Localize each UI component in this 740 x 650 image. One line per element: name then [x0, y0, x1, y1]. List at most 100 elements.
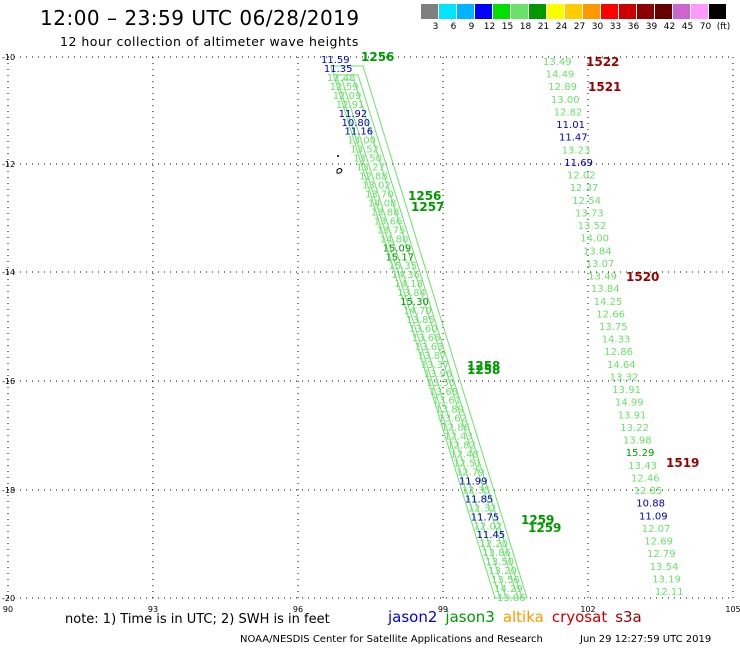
- legend-swatch: [457, 4, 474, 19]
- source-jason3: jason3: [445, 608, 495, 626]
- legend-swatch: [421, 4, 438, 19]
- wave-height-label: 13.84: [397, 288, 426, 299]
- pass-time-label: 1256: [408, 189, 441, 203]
- legend-label: 15: [501, 22, 514, 32]
- legend-label: 6: [450, 22, 457, 32]
- legend-swatch: [511, 4, 528, 19]
- longitude-label: 93: [148, 605, 158, 614]
- wave-height-label: 14.18: [394, 279, 423, 290]
- wave-height-label: 14.99: [615, 398, 644, 409]
- legend-swatch: [493, 4, 510, 19]
- wave-height-label: 12.82: [554, 108, 583, 119]
- longitude-label: 90: [3, 605, 13, 614]
- wave-height-label: 14.70: [403, 306, 432, 317]
- longitude-label: 105: [725, 605, 740, 614]
- wave-height-label: 12.54: [572, 196, 601, 207]
- legend-label: 12: [483, 22, 496, 32]
- legend-label: 3: [432, 22, 439, 32]
- wave-height-label: 12.88: [359, 172, 388, 183]
- wave-height-label: 13.06: [497, 593, 526, 604]
- map-grid: [7, 56, 734, 599]
- legend-label: 45: [681, 22, 694, 32]
- wave-height-label: 15.35: [389, 261, 418, 272]
- wave-height-label: 13.00: [347, 136, 376, 147]
- latitude-label: -12: [2, 160, 15, 169]
- wave-height-label: 11.01: [556, 120, 585, 131]
- wave-height-label: 13.61: [433, 396, 462, 407]
- swath-left-outer: [330, 65, 528, 599]
- wave-height-label: 14.08: [368, 199, 397, 210]
- wave-height-label: 13.54: [650, 562, 679, 573]
- wave-height-label: 13.68: [430, 387, 459, 398]
- wave-height-label: 13.91: [618, 410, 647, 421]
- legend-swatch: [529, 4, 546, 19]
- source-s3a: s3a: [615, 608, 642, 626]
- satellite-sources: jason2 jason3 altika cryosat s3a: [388, 608, 650, 626]
- wave-height-label: 10.80: [342, 118, 371, 129]
- wave-height-label: 14.25: [594, 297, 623, 308]
- wave-height-label: 13.43: [628, 461, 657, 472]
- axis-labels: 90 93 96 99 102 105 -10 -12 -14 -16 -18 -20: [2, 53, 740, 614]
- legend-swatch: [619, 4, 636, 19]
- latitude-label: -14: [2, 268, 15, 277]
- longitude-label: 99: [438, 605, 448, 614]
- wave-height-label: 12.07: [642, 524, 671, 535]
- wave-height-label: 13.91: [612, 385, 641, 396]
- legend-label: 42: [663, 22, 676, 32]
- wave-height-label: 13.20: [488, 566, 517, 577]
- wave-height-label: 12.91: [336, 100, 365, 111]
- pass-time-label: 1257: [411, 200, 444, 214]
- wave-height-label: 13.49: [543, 57, 572, 68]
- wave-height-label: 11.85: [465, 494, 494, 505]
- wave-height-label: 14.64: [607, 360, 636, 371]
- wave-height-label: 12.79: [647, 549, 676, 560]
- legend-swatch: [709, 4, 726, 19]
- wave-height-label: 13.62: [438, 414, 467, 425]
- wave-height-label: 15.30: [400, 297, 429, 308]
- legend-swatch: [547, 4, 564, 19]
- wave-height-label: 13.88: [371, 207, 400, 218]
- legend-label: 9: [468, 22, 475, 32]
- wave-height-label: 13.00: [551, 95, 580, 106]
- wave-height-label: 12.66: [596, 309, 625, 320]
- source-altika: altika: [502, 608, 544, 626]
- wave-height-label: 12.11: [655, 587, 684, 598]
- wave-height-label: 13.02: [362, 181, 391, 192]
- legend-swatch: [691, 4, 708, 19]
- wave-height-label: 10.88: [636, 499, 665, 510]
- wave-height-label: 11.75: [471, 512, 500, 523]
- wave-height-label: 12.46: [631, 473, 660, 484]
- wave-height-label: 11.35: [324, 64, 353, 75]
- island-marker: [336, 155, 343, 174]
- wave-height-label: 13.56: [491, 575, 520, 586]
- generation-timestamp: Jun 29 12:27:59 UTC 2019: [580, 634, 712, 645]
- legend-label: 70: [699, 22, 712, 32]
- wave-height-label: 14.80: [380, 234, 409, 245]
- wave-height-label: 15.17: [386, 252, 415, 263]
- legend-label: 30: [591, 22, 604, 32]
- swath-left-inner: [335, 74, 523, 599]
- wave-height-label: 12.02: [474, 521, 503, 532]
- swath-left-core: [341, 79, 519, 599]
- source-jason2: jason2: [388, 608, 438, 626]
- wave-height-label: 12.32: [468, 503, 497, 514]
- wave-height-label: 13.37: [421, 360, 450, 371]
- wave-height-label: 13.75: [377, 225, 406, 236]
- wave-height-label: 13.96: [424, 369, 453, 380]
- wave-height-label: 12.86: [441, 423, 470, 434]
- wave-height-label: 13.84: [583, 246, 612, 257]
- wave-height-label: 14.36: [391, 270, 420, 281]
- legend-swatch: [475, 4, 492, 19]
- pass-time-label: 1519: [666, 456, 699, 470]
- legend-label: 36: [627, 22, 640, 32]
- map-title: 12:00 – 23:59 UTC 06/28/2019: [40, 6, 360, 30]
- wave-height-label: 13.23: [562, 145, 591, 156]
- legend-swatch: [583, 4, 600, 19]
- longitude-label: 102: [580, 605, 595, 614]
- legend-label: 33: [609, 22, 622, 32]
- wave-height-label: 14.29: [494, 584, 523, 595]
- wave-height-label: 13.50: [427, 378, 456, 389]
- wave-height-label: 14.49: [546, 70, 575, 81]
- wave-height-label: 12.09: [333, 91, 362, 102]
- latitude-label: -18: [2, 486, 15, 495]
